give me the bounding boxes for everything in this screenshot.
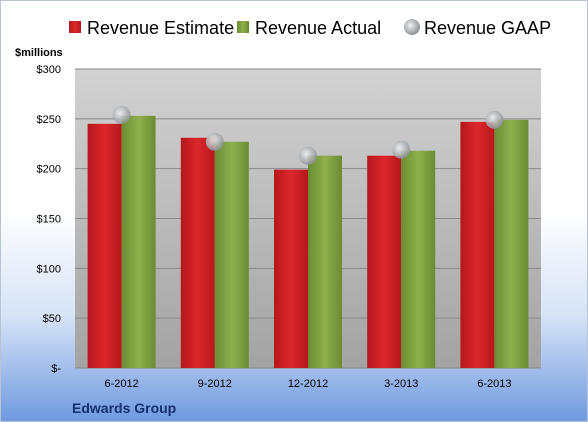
legend-label-gaap: Revenue GAAP — [424, 18, 551, 38]
legend-marker-gaap — [404, 19, 420, 35]
marker-revenue-gaap — [112, 105, 131, 124]
x-tick-label: 6-2012 — [104, 378, 138, 390]
x-tick-label: 12-2012 — [288, 378, 328, 390]
legend-label-actual: Revenue Actual — [255, 18, 381, 38]
legend-item-estimate: Revenue Estimate — [69, 18, 234, 38]
bar-revenue-estimate — [87, 123, 122, 368]
y-axis-ticks: $- $50 $100 $150 $200 $250 $300 — [37, 64, 62, 375]
legend-item-gaap: Revenue GAAP — [404, 18, 551, 38]
bars — [87, 115, 529, 369]
x-tick-label: 9-2012 — [198, 378, 232, 390]
marker-revenue-gaap — [392, 140, 411, 159]
bar-revenue-estimate — [367, 155, 402, 368]
bar-revenue-actual — [401, 150, 436, 368]
unit-label: $millions — [15, 47, 63, 59]
marker-revenue-gaap — [485, 110, 504, 129]
y-tick-label: $150 — [37, 214, 61, 226]
marker-revenue-gaap — [299, 146, 317, 165]
bar-revenue-actual — [308, 155, 342, 368]
y-tick-label: $300 — [37, 64, 61, 76]
legend: Revenue Estimate Revenue Actual Revenue … — [69, 18, 551, 38]
gaap-markers — [112, 105, 504, 165]
y-tick-label: $- — [51, 363, 61, 375]
y-tick-label: $50 — [43, 313, 61, 325]
legend-item-actual: Revenue Actual — [237, 18, 381, 38]
bar-revenue-actual — [121, 115, 156, 369]
y-tick-label: $100 — [37, 263, 61, 275]
bar-revenue-estimate — [180, 137, 215, 368]
legend-label-estimate: Revenue Estimate — [87, 18, 234, 38]
x-axis-ticks: 6-2012 9-2012 12-2012 3-2013 6-2013 — [104, 378, 511, 390]
legend-swatch-actual — [237, 21, 249, 33]
x-tick-label: 3-2013 — [384, 378, 418, 390]
legend-swatch-estimate — [69, 21, 81, 33]
y-tick-label: $200 — [37, 164, 61, 176]
bar-revenue-actual — [214, 141, 249, 368]
bar-revenue-estimate — [460, 121, 495, 368]
bar-revenue-estimate — [274, 169, 308, 368]
x-tick-label: 6-2013 — [477, 378, 511, 390]
bar-revenue-actual — [494, 119, 529, 368]
y-tick-label: $250 — [37, 114, 61, 126]
company-name: Edwards Group — [72, 400, 176, 416]
marker-revenue-gaap — [205, 132, 224, 151]
